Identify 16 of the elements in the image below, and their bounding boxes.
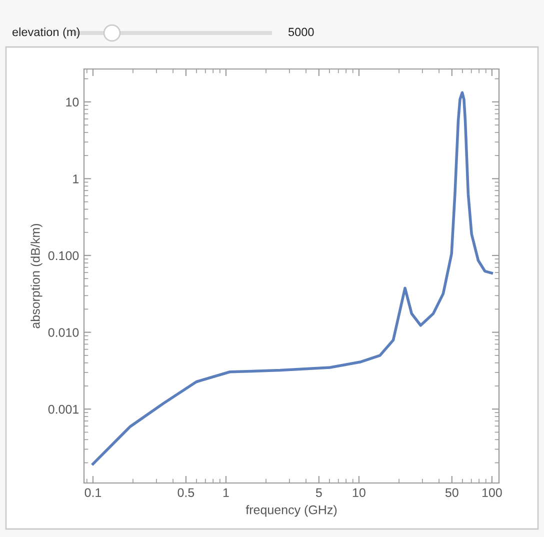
y-tick-label: 0.001	[48, 404, 79, 414]
y-tick-label: 10	[66, 98, 79, 107]
y-axis-title: absorption (dB/km)	[30, 224, 42, 328]
x-tick-label: 100	[482, 488, 502, 498]
y-tick-label: 1	[73, 174, 79, 184]
x-tick-label: 0.1	[84, 488, 102, 498]
x-axis-title: frequency (GHz)	[246, 505, 337, 517]
y-tick-label: 0.100	[48, 251, 79, 260]
y-tick-label: 0.010	[48, 328, 79, 337]
x-tick-label: 50	[445, 488, 458, 498]
text: elevation (m)	[12, 28, 80, 38]
x-tick-label: 10	[352, 488, 366, 498]
text: 5000	[288, 28, 314, 36]
x-tick-label: 5	[316, 488, 322, 498]
x-tick-label: 0.5	[178, 488, 194, 498]
x-tick-label: 1	[223, 488, 229, 497]
